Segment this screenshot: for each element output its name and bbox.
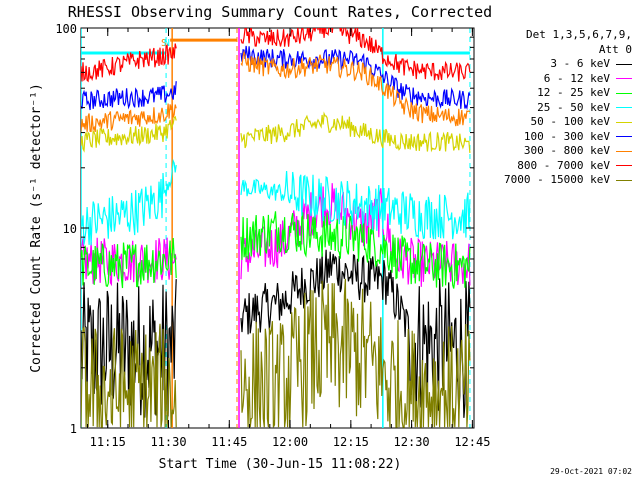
x-tick-label: 11:45 bbox=[211, 435, 247, 449]
legend-swatch bbox=[616, 107, 632, 109]
legend-swatch bbox=[616, 150, 632, 152]
chart-title: RHESSI Observing Summary Count Rates, Co… bbox=[68, 3, 492, 21]
legend-swatch bbox=[616, 121, 632, 123]
series-line bbox=[81, 211, 471, 289]
series-6 bbox=[81, 49, 471, 133]
legend-swatch bbox=[616, 136, 632, 138]
legend-item: 7000 - 15000 keV bbox=[472, 173, 632, 188]
x-tick-label: 11:30 bbox=[150, 435, 186, 449]
series-line bbox=[81, 45, 471, 111]
legend-item: 25 - 50 keV bbox=[472, 101, 632, 116]
legend-item: 800 - 7000 keV bbox=[472, 159, 632, 174]
legend-label: 50 - 100 keV bbox=[530, 115, 610, 128]
timestamp: 29-Oct-2021 07:02 bbox=[550, 467, 632, 476]
x-tick-label: 12:30 bbox=[394, 435, 430, 449]
legend-item: 50 - 100 keV bbox=[472, 115, 632, 130]
series-5 bbox=[81, 45, 471, 111]
series-line bbox=[81, 278, 471, 428]
series-line bbox=[81, 28, 471, 83]
y-axis-label: Corrected Count Rate (s⁻¹ detector⁻¹) bbox=[29, 83, 44, 373]
legend-label: 3 - 6 keV bbox=[550, 57, 610, 70]
legend-item: 12 - 25 keV bbox=[472, 86, 632, 101]
series-2 bbox=[81, 211, 471, 289]
legend-label: 25 - 50 keV bbox=[537, 100, 610, 114]
x-tick-label: 12:00 bbox=[272, 435, 308, 449]
y-tick-label: 1 bbox=[70, 422, 77, 436]
y-tick-label: 100 bbox=[55, 22, 77, 36]
flag-marker: N bbox=[164, 38, 170, 49]
legend-label: 300 - 800 keV bbox=[523, 144, 610, 157]
legend-attenuator: Att 0 bbox=[598, 42, 632, 56]
flag-marker: S bbox=[161, 38, 167, 49]
legend-swatch bbox=[616, 179, 632, 181]
legend-item: 100 - 300 keV bbox=[472, 130, 632, 145]
x-tick-label: 12:45 bbox=[454, 435, 490, 449]
legend-swatch bbox=[616, 165, 632, 167]
legend-swatch bbox=[616, 78, 632, 80]
x-tick-label: 11:15 bbox=[90, 435, 126, 449]
series-line bbox=[81, 111, 471, 153]
legend-swatch bbox=[616, 92, 632, 94]
series-7 bbox=[81, 28, 471, 83]
legend: Det 1,3,5,6,7,9, Att 0 3 - 6 keV 6 - 12 k… bbox=[472, 28, 632, 188]
legend-item: 3 - 6 keV bbox=[472, 57, 632, 72]
legend-label: 12 - 25 keV bbox=[537, 86, 610, 99]
legend-swatch bbox=[616, 63, 632, 65]
x-axis-label: Start Time (30-Jun-15 11:08:22) bbox=[159, 457, 402, 472]
y-tick-label: 10 bbox=[63, 222, 77, 236]
series-line bbox=[81, 158, 471, 246]
legend-label: 800 - 7000 keV bbox=[517, 158, 610, 172]
series-8 bbox=[81, 278, 471, 428]
series-4 bbox=[81, 111, 471, 153]
legend-item: 6 - 12 keV bbox=[472, 72, 632, 87]
legend-label: 7000 - 15000 keV bbox=[504, 173, 610, 186]
legend-label: 100 - 300 keV bbox=[523, 129, 610, 143]
legend-item: 300 - 800 keV bbox=[472, 144, 632, 159]
series-3 bbox=[81, 158, 471, 246]
legend-detectors: Det 1,3,5,6,7,9, bbox=[526, 28, 632, 41]
series-line bbox=[81, 49, 471, 133]
x-tick-label: 12:15 bbox=[333, 435, 369, 449]
legend-label: 6 - 12 keV bbox=[543, 71, 610, 85]
